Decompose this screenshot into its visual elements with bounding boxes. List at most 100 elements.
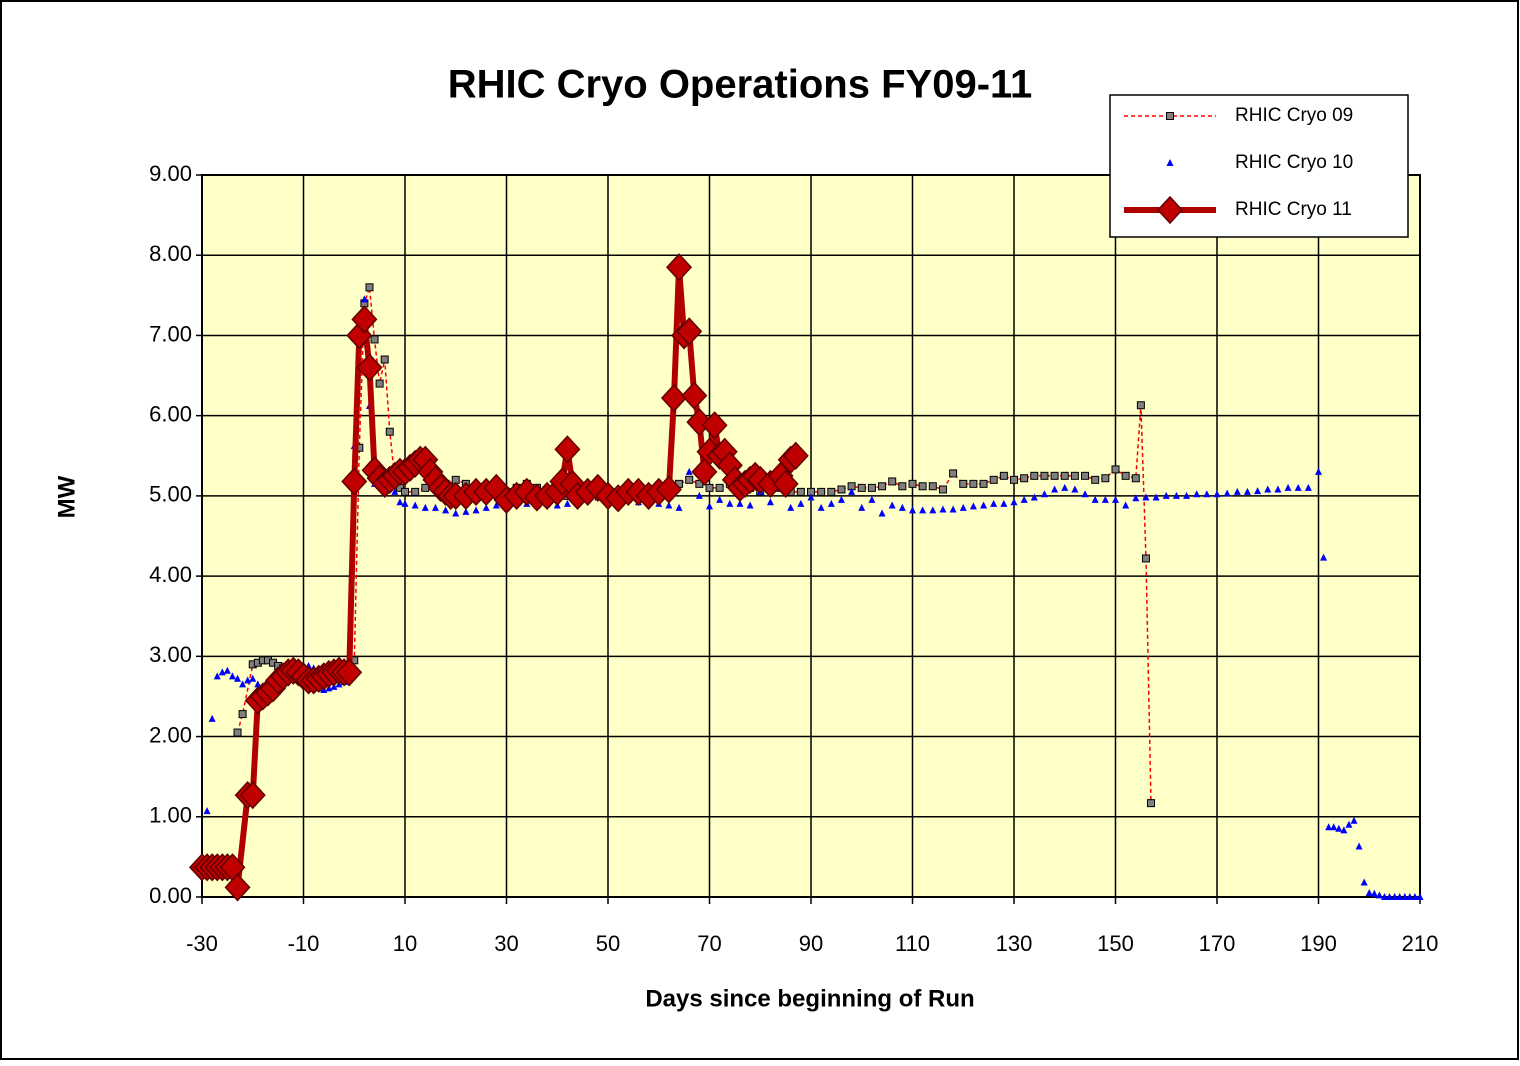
triangle-marker	[411, 501, 419, 509]
square-marker	[867, 483, 876, 492]
plot-border	[201, 174, 1421, 898]
y-tick-label: 0.00	[149, 883, 192, 908]
triangle-marker	[1213, 490, 1221, 498]
square-marker	[401, 487, 409, 496]
triangle-marker	[1061, 483, 1069, 491]
x-tick-label: -10	[288, 931, 320, 956]
triangle-marker	[396, 498, 404, 506]
square-marker	[796, 487, 805, 496]
triangle-marker	[472, 506, 480, 514]
triangle-marker	[695, 491, 703, 499]
square-marker	[715, 483, 724, 492]
triangle-marker	[223, 666, 231, 674]
triangle-marker	[1360, 878, 1368, 886]
triangle-marker	[959, 503, 967, 511]
triangle-marker	[1406, 893, 1414, 900]
triangle-marker	[1274, 485, 1282, 493]
triangle-marker	[1183, 491, 1191, 499]
triangle-marker	[1051, 485, 1059, 493]
y-tick-label: 9.00	[149, 161, 192, 186]
triangle-marker	[203, 807, 211, 815]
triangle-marker	[1081, 490, 1089, 498]
x-tick-label: 90	[799, 931, 823, 956]
triangle-marker	[1315, 467, 1322, 475]
triangle-marker	[1193, 490, 1201, 498]
square-marker	[888, 477, 897, 486]
triangle-marker	[980, 501, 988, 509]
y-tick-label: 3.00	[149, 642, 192, 667]
x-tick-label: 190	[1300, 931, 1337, 956]
square-marker	[411, 487, 420, 496]
triangle-marker	[878, 509, 886, 517]
triangle-marker	[431, 503, 439, 511]
triangle-marker	[848, 487, 856, 495]
legend-label: RHIC Cryo 09	[1235, 105, 1353, 126]
triangle-marker	[1325, 823, 1333, 831]
square-marker	[375, 379, 384, 388]
square-marker	[685, 475, 694, 484]
triangle-marker	[1411, 893, 1419, 900]
x-tick-label: -30	[186, 931, 218, 956]
triangle-marker	[1122, 501, 1130, 509]
square-marker	[370, 335, 379, 344]
triangle-marker	[234, 674, 242, 682]
triangle-marker	[442, 506, 450, 514]
triangle-marker	[939, 505, 947, 513]
triangle-marker	[827, 499, 835, 507]
triangle-marker	[401, 499, 409, 507]
triangle-marker	[1000, 499, 1008, 507]
triangle-marker	[746, 501, 754, 509]
triangle-marker	[228, 672, 236, 680]
triangle-marker	[462, 507, 470, 515]
triangle-marker	[1243, 487, 1251, 495]
triangle-marker	[898, 503, 906, 511]
diamond-marker	[691, 457, 718, 486]
y-tick-label: 8.00	[149, 241, 192, 266]
square-marker	[1141, 554, 1150, 563]
triangle-marker	[929, 506, 937, 514]
x-axis-label: Days since beginning of Run	[645, 985, 974, 1012]
triangle-marker	[797, 499, 805, 507]
triangle-marker	[716, 495, 724, 503]
triangle-marker	[909, 506, 916, 514]
triangle-marker	[868, 495, 876, 503]
triangle-marker	[1365, 888, 1373, 896]
diamond-marker	[782, 441, 809, 470]
triangle-marker	[1320, 553, 1328, 561]
square-marker	[949, 469, 958, 478]
triangle-marker	[1340, 826, 1348, 834]
triangle-marker	[452, 509, 460, 517]
chart-title: RHIC Cryo Operations FY09-11	[448, 63, 1033, 107]
triangle-marker	[563, 499, 571, 507]
square-marker	[385, 427, 394, 436]
square-marker	[1091, 475, 1100, 484]
triangle-marker	[837, 495, 845, 503]
diamond-marker	[701, 411, 728, 440]
triangle-marker	[1294, 483, 1302, 491]
square-marker	[233, 728, 242, 737]
triangle-marker	[675, 503, 683, 511]
square-marker	[878, 482, 887, 491]
triangle-marker	[254, 680, 262, 688]
triangle-marker	[817, 503, 825, 511]
square-marker	[1101, 474, 1110, 483]
square-marker	[1166, 112, 1174, 120]
square-marker	[918, 482, 927, 491]
square-marker	[1040, 471, 1049, 480]
triangle-marker	[706, 502, 713, 510]
square-marker	[999, 471, 1008, 480]
triangle-marker	[1101, 495, 1109, 503]
triangle-marker	[766, 498, 774, 506]
square-marker	[1050, 471, 1059, 480]
y-tick-label: 5.00	[149, 482, 192, 507]
diamond-marker	[351, 305, 378, 334]
triangle-marker	[1335, 824, 1343, 832]
triangle-marker	[1375, 891, 1383, 899]
triangle-marker	[482, 503, 490, 511]
triangle-marker	[208, 714, 216, 722]
triangle-marker	[787, 503, 795, 511]
diamond-marker	[341, 467, 368, 496]
triangle-marker	[1330, 823, 1338, 831]
x-tick-label: 110	[895, 931, 930, 956]
x-tick-label: 50	[596, 931, 620, 956]
